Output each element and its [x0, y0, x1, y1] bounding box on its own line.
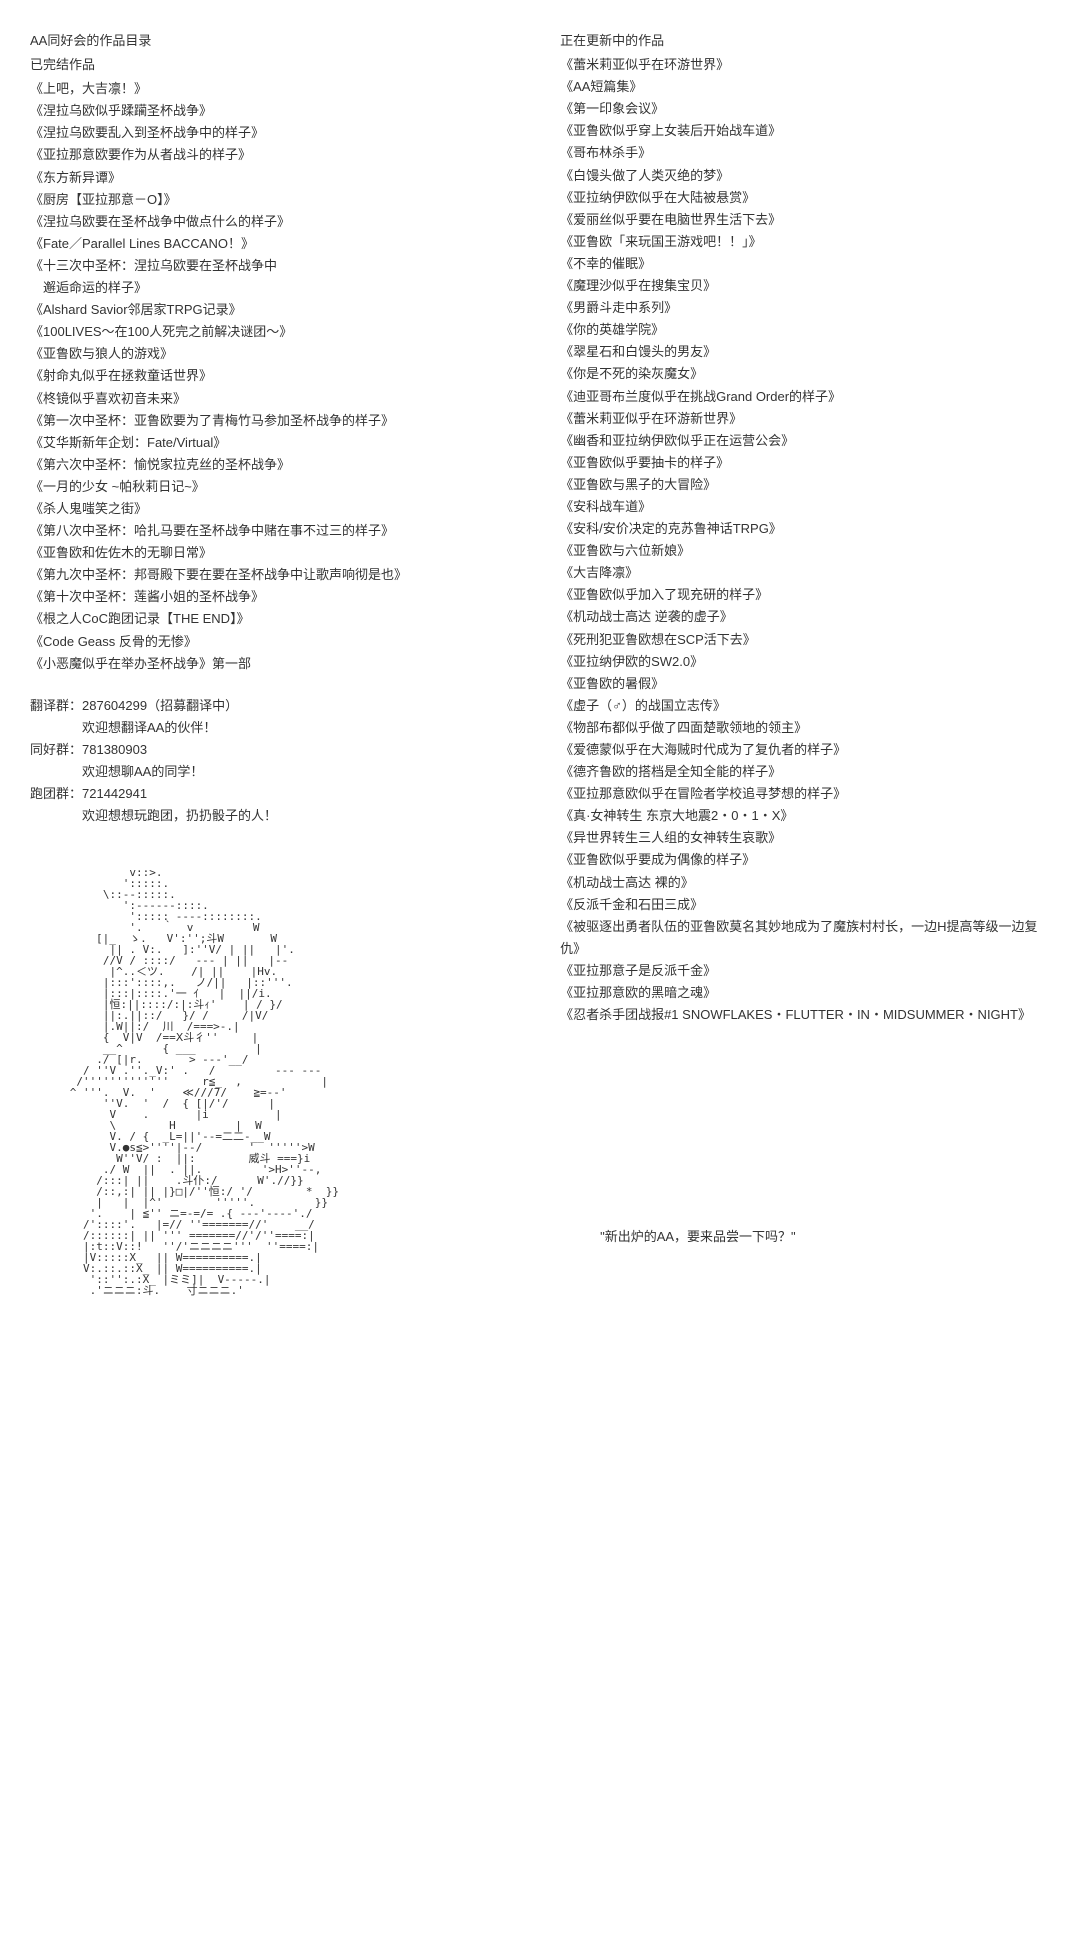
- updating-item: 《异世界转生三人组的女神转生哀歌》: [560, 827, 1050, 849]
- completed-item: 《艾华斯新年企划：Fate/Virtual》: [30, 432, 520, 454]
- completed-list: 《上吧，大吉凛！》《涅拉乌欧似乎蹂躏圣杯战争》《涅拉乌欧要乱入到圣杯战争中的样子…: [30, 78, 520, 675]
- updating-item: 《翠星石和白馒头的男友》: [560, 341, 1050, 363]
- updating-item: 《魔理沙似乎在搜集宝贝》: [560, 275, 1050, 297]
- updating-item: 《亚拉纳伊欧似乎在大陆被悬赏》: [560, 187, 1050, 209]
- completed-item: 《涅拉乌欧似乎蹂躏圣杯战争》: [30, 100, 520, 122]
- completed-item: 《亚拉那意欧要作为从者战斗的样子》: [30, 144, 520, 166]
- completed-item: 《亚鲁欧和佐佐木的无聊日常》: [30, 542, 520, 564]
- updating-item: 《机动战士高达 裸的》: [560, 872, 1050, 894]
- completed-item: 《十三次中圣杯：涅拉乌欧要在圣杯战争中: [30, 255, 520, 277]
- updating-item: 《死刑犯亚鲁欧想在SCP活下去》: [560, 629, 1050, 651]
- updating-item: 《亚鲁欧与六位新娘》: [560, 540, 1050, 562]
- updating-item: 《亚鲁欧似乎要抽卡的样子》: [560, 452, 1050, 474]
- completed-item: 《涅拉乌欧要在圣杯战争中做点什么的样子》: [30, 211, 520, 233]
- updating-item: 《哥布林杀手》: [560, 142, 1050, 164]
- updating-item: 《亚鲁欧似乎要成为偶像的样子》: [560, 849, 1050, 871]
- quote-text: "新出炉的AA，要来品尝一下吗？": [560, 1226, 1050, 1248]
- updating-item: 《爱丽丝似乎要在电脑世界生活下去》: [560, 209, 1050, 231]
- completed-item: 《第六次中圣杯：愉悦家拉克丝的圣杯战争》: [30, 454, 520, 476]
- completed-item: 邂逅命运的样子》: [30, 277, 520, 299]
- updating-item: 《亚鲁欧似乎加入了现充研的样子》: [560, 584, 1050, 606]
- ascii-art: v::>. ':::::. \::--:::::. ':------::::. …: [30, 867, 520, 1296]
- updating-item: 《亚拉那意子是反派千金》: [560, 960, 1050, 982]
- groups-section: 翻译群：287604299（招募翻译中）欢迎想翻译AA的伙伴！同好群：78138…: [30, 695, 520, 828]
- completed-item: 《Alshard Savior邻居家TRPG记录》: [30, 299, 520, 321]
- completed-item: 《射命丸似乎在拯救童话世界》: [30, 365, 520, 387]
- updating-item: 《亚拉纳伊欧的SW2.0》: [560, 651, 1050, 673]
- updating-item: 《虚子（♂）的战国立志传》: [560, 695, 1050, 717]
- completed-item: 《第八次中圣杯：哈扎马要在圣杯战争中赌在事不过三的样子》: [30, 520, 520, 542]
- updating-item: 《安科战车道》: [560, 496, 1050, 518]
- updating-item: 《第一印象会议》: [560, 98, 1050, 120]
- completed-item: 《东方新异谭》: [30, 167, 520, 189]
- updating-item: 《亚拉那意欧似乎在冒险者学校追寻梦想的样子》: [560, 783, 1050, 805]
- completed-item: 《100LIVES～在100人死完之前解决谜团～》: [30, 321, 520, 343]
- updating-item: 《忍者杀手团战报#1 SNOWFLAKES・FLUTTER・IN・MIDSUMM…: [560, 1004, 1050, 1026]
- updating-item: 《幽香和亚拉纳伊欧似乎正在运营公会》: [560, 430, 1050, 452]
- completed-item: 《涅拉乌欧要乱入到圣杯战争中的样子》: [30, 122, 520, 144]
- updating-item: 《物部布都似乎做了四面楚歌领地的领主》: [560, 717, 1050, 739]
- updating-item: 《AA短篇集》: [560, 76, 1050, 98]
- completed-item: 《柊镜似乎喜欢初音未来》: [30, 388, 520, 410]
- group-sub: 欢迎想想玩跑团，扔扔骰子的人！: [30, 805, 520, 827]
- updating-item: 《德齐鲁欧的搭档是全知全能的样子》: [560, 761, 1050, 783]
- updating-item: 《亚鲁欧似乎穿上女装后开始战车道》: [560, 120, 1050, 142]
- updating-item: 《机动战士高达 逆袭的虚子》: [560, 606, 1050, 628]
- updating-item: 《亚鲁欧的暑假》: [560, 673, 1050, 695]
- updating-item: 《你是不死的染灰魔女》: [560, 363, 1050, 385]
- completed-item: 《根之人CoC跑团记录【THE END】》: [30, 608, 520, 630]
- updating-item: 《安科/安价决定的克苏鲁神话TRPG》: [560, 518, 1050, 540]
- completed-item: 《第一次中圣杯：亚鲁欧要为了青梅竹马参加圣杯战争的样子》: [30, 410, 520, 432]
- updating-item: 《男爵斗走中系列》: [560, 297, 1050, 319]
- updating-item: 《亚鲁欧与黑子的大冒险》: [560, 474, 1050, 496]
- updating-item: 《爱德蒙似乎在大海贼时代成为了复仇者的样子》: [560, 739, 1050, 761]
- updating-item: 《迪亚哥布兰度似乎在挑战Grand Order的样子》: [560, 386, 1050, 408]
- updating-item: 《白馒头做了人类灭绝的梦》: [560, 165, 1050, 187]
- group-label: 同好群：781380903: [30, 739, 520, 761]
- updating-item: 《你的英雄学院》: [560, 319, 1050, 341]
- completed-item: 《第十次中圣杯：莲酱小姐的圣杯战争》: [30, 586, 520, 608]
- updating-item: 《被驱逐出勇者队伍的亚鲁欧莫名其妙地成为了魔族村村长，一边H提高等级一边复仇》: [560, 916, 1050, 960]
- completed-title: 已完结作品: [30, 54, 520, 76]
- completed-item: 《第九次中圣杯：邦哥殿下要在要在圣杯战争中让歌声响彻是也》: [30, 564, 520, 586]
- updating-item: 《蕾米莉亚似乎在环游新世界》: [560, 408, 1050, 430]
- group-label: 翻译群：287604299（招募翻译中）: [30, 695, 520, 717]
- updating-item: 《真·女神转生 东京大地震2・0・1・X》: [560, 805, 1050, 827]
- updating-item: 《不幸的催眠》: [560, 253, 1050, 275]
- completed-item: 《杀人鬼嗤笑之街》: [30, 498, 520, 520]
- completed-item: 《一月的少女 ~帕秋莉日记~》: [30, 476, 520, 498]
- updating-item: 《反派千金和石田三成》: [560, 894, 1050, 916]
- completed-item: 《Fate／Parallel Lines BACCANO！》: [30, 233, 520, 255]
- group-sub: 欢迎想聊AA的同学！: [30, 761, 520, 783]
- completed-item: 《Code Geass 反骨的无惨》: [30, 631, 520, 653]
- catalog-title: AA同好会的作品目录: [30, 30, 520, 52]
- updating-list: 《蕾米莉亚似乎在环游世界》《AA短篇集》《第一印象会议》《亚鲁欧似乎穿上女装后开…: [560, 54, 1050, 1026]
- completed-item: 《小恶魔似乎在举办圣杯战争》第一部: [30, 653, 520, 675]
- group-sub: 欢迎想翻译AA的伙伴！: [30, 717, 520, 739]
- completed-item: 《上吧，大吉凛！》: [30, 78, 520, 100]
- group-label: 跑团群：721442941: [30, 783, 520, 805]
- updating-item: 《亚鲁欧「来玩国王游戏吧！！」》: [560, 231, 1050, 253]
- completed-item: 《厨房【亚拉那意－O】》: [30, 189, 520, 211]
- completed-item: 《亚鲁欧与狼人的游戏》: [30, 343, 520, 365]
- updating-item: 《大吉降凛》: [560, 562, 1050, 584]
- updating-item: 《蕾米莉亚似乎在环游世界》: [560, 54, 1050, 76]
- updating-title: 正在更新中的作品: [560, 30, 1050, 52]
- updating-item: 《亚拉那意欧的黑暗之魂》: [560, 982, 1050, 1004]
